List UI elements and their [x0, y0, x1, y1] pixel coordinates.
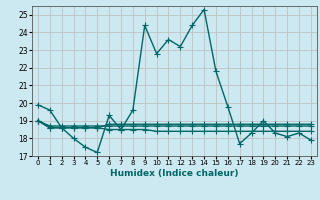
X-axis label: Humidex (Indice chaleur): Humidex (Indice chaleur) [110, 169, 239, 178]
